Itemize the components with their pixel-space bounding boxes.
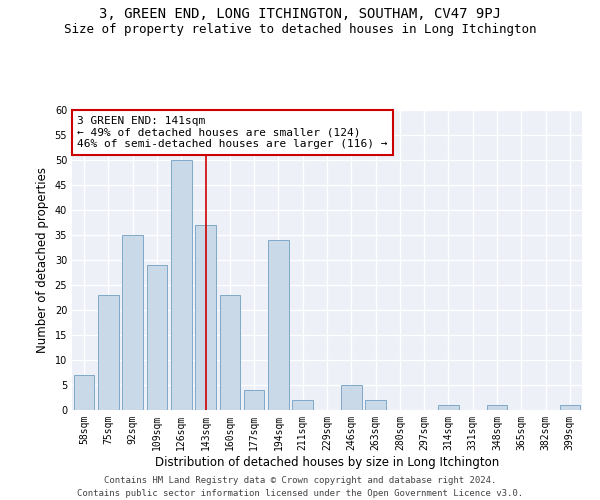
Bar [98,295,119,410]
X-axis label: Distribution of detached houses by size in Long Itchington: Distribution of detached houses by size … [155,456,499,468]
Text: Contains HM Land Registry data © Crown copyright and database right 2024.
Contai: Contains HM Land Registry data © Crown c… [77,476,523,498]
Bar [438,405,459,410]
Bar [560,405,580,410]
Bar [122,235,143,410]
Bar [195,225,216,410]
Bar [146,265,167,410]
Bar [171,160,191,410]
Bar [487,405,508,410]
Bar [292,400,313,410]
Bar [341,385,362,410]
Text: Size of property relative to detached houses in Long Itchington: Size of property relative to detached ho… [64,22,536,36]
Text: 3, GREEN END, LONG ITCHINGTON, SOUTHAM, CV47 9PJ: 3, GREEN END, LONG ITCHINGTON, SOUTHAM, … [99,8,501,22]
Bar [365,400,386,410]
Bar [244,390,265,410]
Bar [268,240,289,410]
Y-axis label: Number of detached properties: Number of detached properties [36,167,49,353]
Bar [74,375,94,410]
Bar [220,295,240,410]
Text: 3 GREEN END: 141sqm
← 49% of detached houses are smaller (124)
46% of semi-detac: 3 GREEN END: 141sqm ← 49% of detached ho… [77,116,388,149]
